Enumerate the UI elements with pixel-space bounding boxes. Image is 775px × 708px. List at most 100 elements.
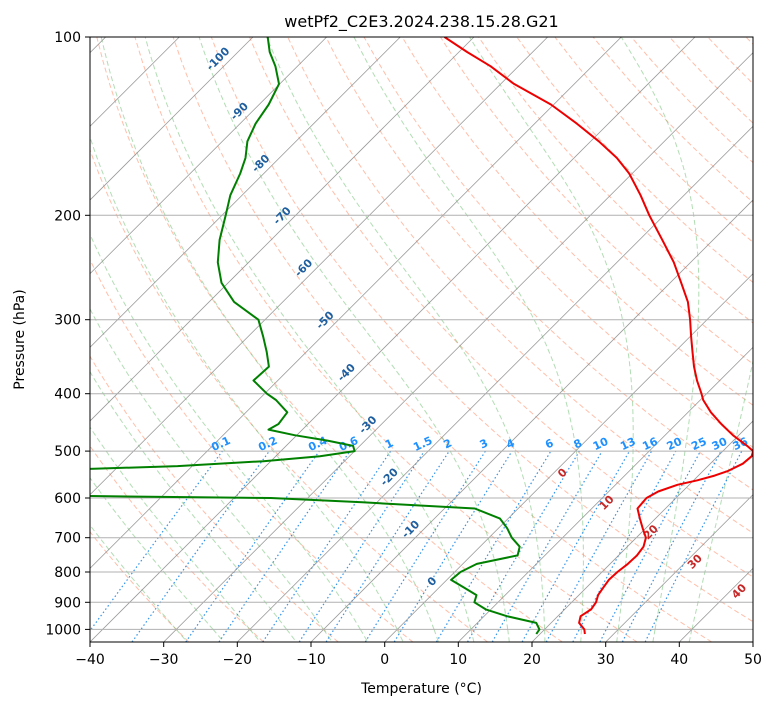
mixing-ratio-label: 2 (442, 436, 454, 451)
dry-adiabat (592, 37, 753, 203)
y-tick-label: 1000 (45, 622, 81, 638)
y-axis: 100 200 300 400 500 600 700 800 900 1000 (45, 30, 90, 638)
dry-adiabat (90, 148, 488, 642)
moist-adiabat (90, 135, 398, 630)
dry-adiabat (90, 445, 264, 642)
x-tick-label: 50 (744, 652, 762, 668)
dry-adiabat (90, 531, 190, 642)
mixing-ratio-label: 3 (478, 436, 490, 451)
moist-adiabat (359, 629, 369, 642)
mixing-ratio-label: 20 (665, 435, 685, 453)
isotherm-line (384, 273, 753, 642)
mixing-ratio-label: 6 (543, 436, 556, 451)
plot-frame (89, 36, 754, 643)
moist-adiabat (286, 629, 297, 642)
mixing-ratio-label: 10 (591, 435, 611, 453)
mixing-ratio-line (435, 450, 552, 642)
dry-adiabat (287, 37, 753, 534)
isotherm-line (90, 37, 327, 275)
moist-adiabat (470, 629, 475, 642)
isotherm-line (752, 641, 753, 642)
dry-adiabat-label: -40 (335, 361, 358, 384)
mixing-ratio-label: 25 (689, 435, 708, 453)
dewpoint-line (90, 37, 541, 635)
moist-adiabat (580, 629, 582, 642)
mixing-ratio-label: 36 (731, 435, 751, 453)
y-tick-label: 900 (54, 595, 81, 611)
mixing-ratio-line (393, 450, 513, 642)
mixing-ratio-line (218, 450, 351, 642)
temperature-line (443, 37, 753, 635)
x-axis: −40 −30 −20 −10 0 10 20 30 40 50 (75, 642, 762, 668)
moist-adiabat (323, 629, 333, 642)
mixing-ratio-line (621, 450, 722, 642)
y-tick-label: 100 (54, 30, 81, 46)
mixing-ratio-label: 16 (640, 435, 660, 453)
mixing-ratio-line (90, 450, 223, 632)
mixing-ratio-line (644, 450, 743, 642)
isotherm-line (90, 37, 401, 348)
moist-adiabat (90, 308, 325, 630)
chart-title: wetPf2_C2E3.2024.238.15.28.G21 (284, 12, 558, 32)
mixing-ratio-line (298, 450, 425, 642)
moist-adiabat (353, 37, 584, 630)
moist-adiabat (100, 37, 435, 630)
isotherm-line (531, 420, 753, 642)
moist-adiabat (175, 629, 188, 642)
x-tick-label: 30 (597, 652, 615, 668)
x-tick-label: 0 (380, 652, 389, 668)
dry-adiabat (90, 355, 339, 642)
mixing-ratio-line (599, 450, 702, 642)
isotherm-line (679, 567, 753, 642)
dry-adiabat (669, 37, 753, 124)
dry-adiabat (96, 37, 563, 642)
moist-adiabat (90, 426, 251, 630)
x-tick-label: −40 (75, 652, 105, 668)
dry-adiabat (134, 37, 638, 642)
x-tick-label: −10 (296, 652, 326, 668)
moist-adiabat (507, 629, 510, 642)
background-labels: -100-90-80-70-60-50-40-30-20-1000.1 0.2 0.… (204, 44, 751, 601)
y-tick-label: 300 (54, 313, 81, 329)
moist-adiabat (691, 358, 753, 630)
x-tick-label: 20 (523, 652, 541, 668)
y-tick-label: 800 (54, 565, 81, 581)
y-tick-label: 700 (54, 531, 81, 547)
x-tick-label: −20 (223, 652, 253, 668)
y-tick-label: 200 (54, 208, 81, 224)
moist-adiabat (90, 476, 214, 630)
y-axis-label: Pressure (hPa) (12, 289, 28, 389)
isotherm-line (237, 125, 753, 642)
dry-adiabat (478, 37, 753, 324)
y-tick-label: 600 (54, 491, 81, 507)
isotherm-line (310, 199, 753, 642)
mixing-ratio-line (325, 450, 450, 642)
plot-area: -100-90-80-70-60-50-40-30-20-1000.1 0.2 0.… (90, 37, 753, 642)
dry-adiabat (363, 37, 753, 448)
mixing-ratio-line (572, 450, 677, 642)
moist-adiabat (144, 37, 472, 630)
dry-adiabat (516, 37, 753, 284)
sounding-lines (90, 37, 753, 635)
isotherm-label: 10 (597, 492, 617, 512)
x-tick-label: 40 (670, 652, 688, 668)
mixing-ratio-line (545, 450, 653, 642)
dry-adiabat (90, 258, 414, 642)
mixing-ratio-line (185, 450, 320, 642)
dry-adiabat (210, 37, 753, 623)
moist-adiabat (198, 37, 509, 630)
dry-adiabat-label: -70 (271, 204, 294, 227)
isotherm-line (605, 494, 753, 642)
isotherm-label: 40 (729, 581, 749, 601)
dry-adiabat (745, 37, 753, 45)
background-lines (90, 37, 753, 642)
moist-adiabat (90, 232, 361, 630)
moist-adiabat (249, 629, 261, 642)
y-tick-label: 500 (54, 444, 81, 460)
mixing-ratio-label: 13 (618, 435, 637, 453)
dry-adiabat-label: -50 (313, 308, 336, 331)
dry-adiabat (554, 37, 753, 243)
y-tick-label: 400 (54, 387, 81, 403)
mixing-ratio-line (131, 450, 270, 642)
